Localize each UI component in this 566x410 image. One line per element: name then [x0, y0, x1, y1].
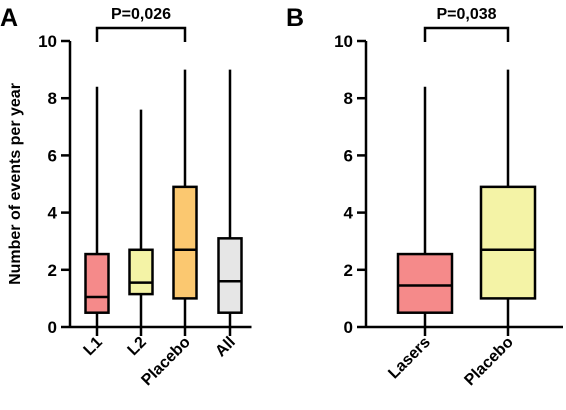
x-category-label: L2: [125, 334, 150, 359]
iqr-box: [128, 248, 154, 296]
p-value-label: P=0,026: [111, 6, 171, 23]
panel-b: B 0 2 4 6 8 10 Lasers Placebo P=0,038: [286, 4, 563, 389]
iqr-box: [396, 252, 454, 314]
x-category-label: Lasers: [385, 334, 434, 383]
y-tick-label: 2: [344, 261, 353, 280]
panel-letter: B: [286, 4, 304, 32]
x-category-label: Placebo: [138, 334, 194, 390]
y-tick-label: 8: [344, 89, 353, 108]
x-category-label: L1: [81, 334, 106, 359]
y-tick-label: 2: [48, 261, 57, 280]
box-placebo: Placebo: [138, 69, 198, 390]
panel-a: A Number of events per year 0 2 4 6 8 10 L1 L2Pla…: [0, 4, 252, 389]
significance-bracket: [95, 26, 187, 42]
p-value-label: P=0,038: [436, 6, 496, 23]
y-tick-label: 0: [344, 318, 353, 337]
iqr-box: [217, 237, 243, 314]
box-l1: L1: [81, 86, 110, 359]
iqr-box: [84, 252, 110, 314]
y-tick-label: 8: [48, 89, 57, 108]
x-category-label: Placebo: [461, 334, 517, 390]
y-tick-label: 4: [48, 204, 58, 223]
y-tick-label: 4: [344, 204, 354, 223]
iqr-box: [172, 185, 198, 300]
y-tick-label: 10: [334, 32, 353, 51]
box-l2: L2: [125, 109, 154, 359]
y-tick-label: 0: [48, 318, 57, 337]
iqr-box: [479, 185, 537, 300]
y-tick-label: 10: [38, 32, 57, 51]
box-all: All: [212, 69, 243, 360]
panel-letter: A: [0, 4, 18, 32]
significance-bracket: [423, 26, 510, 42]
box-placebo: Placebo: [461, 69, 537, 390]
x-category-label: All: [212, 334, 238, 360]
y-tick-label: 6: [344, 146, 353, 165]
y-axis-label: Number of events per year: [7, 83, 24, 285]
box-lasers: Lasers: [385, 86, 454, 383]
y-tick-label: 6: [48, 146, 57, 165]
